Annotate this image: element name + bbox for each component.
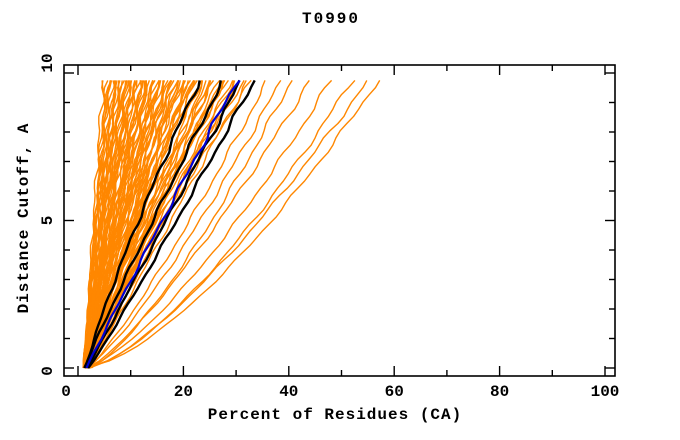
orange-model-curve: [89, 80, 368, 369]
x-tick-label: 60: [385, 383, 404, 401]
x-tick-label: 0: [61, 383, 71, 401]
chart-title: T0990: [301, 10, 360, 28]
orange-model-curve: [85, 80, 112, 369]
orange-model-curve: [85, 80, 381, 369]
black-model-curve: [83, 80, 222, 369]
orange-model-curve: [87, 79, 172, 369]
orange-model-curve: [88, 80, 123, 369]
y-tick-label: 10: [39, 53, 57, 72]
orange-model-curve: [85, 79, 333, 369]
orange-model-curve: [82, 80, 143, 369]
x-tick-label: 80: [490, 383, 509, 401]
black-model-curve: [87, 79, 256, 369]
black-model-curve: [84, 80, 201, 369]
x-axis-label: Percent of Residues (CA): [207, 406, 463, 424]
orange-model-curve: [84, 80, 282, 369]
blue-model-curve: [85, 79, 241, 369]
black-model-curve: [86, 79, 241, 369]
orange-model-curve: [84, 80, 118, 369]
x-tick-label: 20: [174, 383, 193, 401]
x-tick-label: 40: [279, 383, 298, 401]
orange-model-curve: [87, 80, 266, 369]
x-tick-label: 100: [591, 383, 620, 401]
y-tick-label: 5: [39, 216, 57, 226]
orange-model-curve: [86, 79, 310, 369]
y-tick-label: 0: [39, 366, 57, 376]
orange-model-curve: [86, 80, 146, 369]
